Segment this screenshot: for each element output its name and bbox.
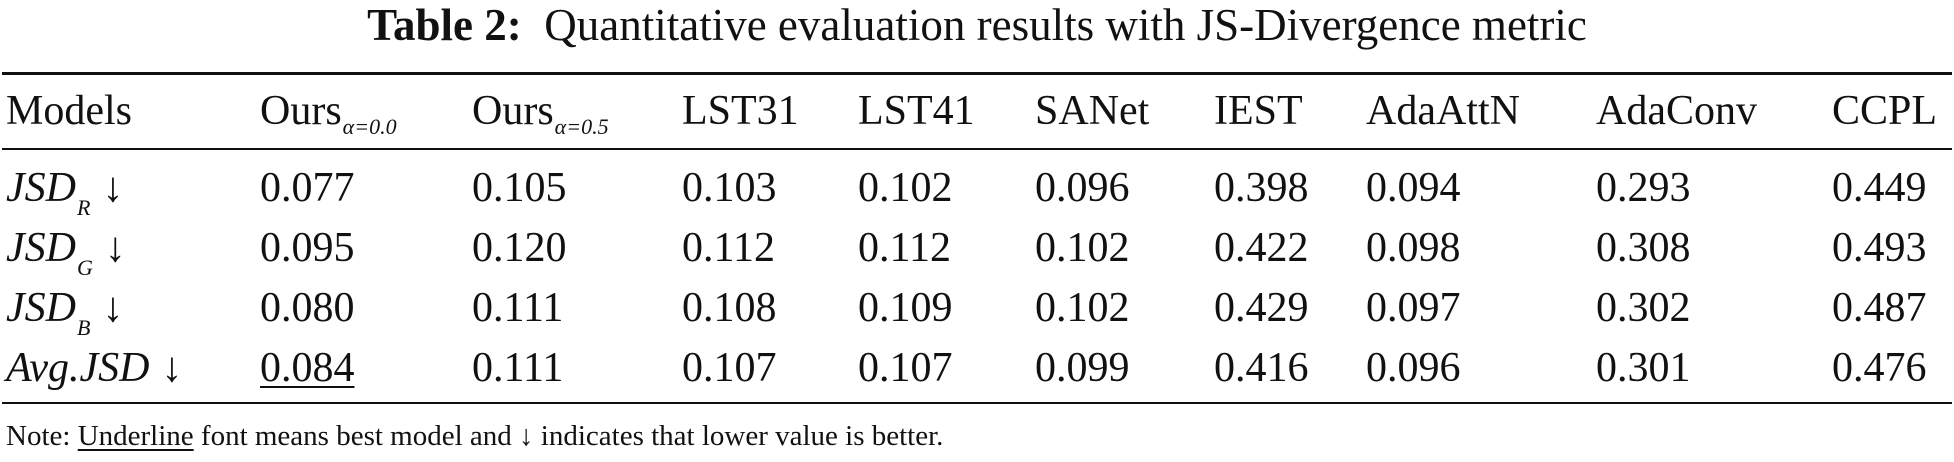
header-ours-alpha5-sub: α=0.5	[554, 114, 609, 139]
row-label-avg-jsd-base: Avg.JSD	[6, 345, 150, 391]
table-cell: 0.493	[1832, 225, 1927, 271]
table-cell: 0.308	[1596, 225, 1691, 271]
table-cell: 0.476	[1832, 345, 1927, 391]
table-cell: 0.108	[682, 285, 777, 331]
note-prefix: Note:	[6, 420, 78, 452]
header-ours-alpha0-base: Ours	[260, 88, 342, 134]
row-label-avg-jsd: Avg.JSD ↓	[6, 343, 182, 393]
row-label-jsd-r-sub: R	[76, 195, 91, 220]
header-ours-alpha0-sub: α=0.0	[342, 114, 397, 139]
table-cell: 0.105	[472, 165, 567, 211]
header-ours-alpha5-base: Ours	[472, 88, 554, 134]
table-cell: 0.429	[1214, 285, 1309, 331]
table-cell: 0.103	[682, 165, 777, 211]
table-cell: 0.112	[682, 225, 775, 271]
note-underlined: Underline	[77, 420, 194, 452]
table-cell: 0.080	[260, 285, 355, 331]
table-cell: 0.120	[472, 225, 567, 271]
best-value: 0.084	[260, 345, 355, 391]
table-cell: 0.109	[858, 285, 953, 331]
row-label-jsd-r-base: JSD	[6, 165, 76, 211]
row-label-jsd-b-sub: B	[76, 315, 91, 340]
table-cell: 0.094	[1366, 165, 1461, 211]
down-arrow-icon: ↓	[102, 165, 124, 211]
note-suffix: font means best model and ↓ indicates th…	[193, 420, 944, 452]
row-label-jsd-r: JSDR ↓	[6, 163, 124, 220]
table-cell: 0.398	[1214, 165, 1309, 211]
down-arrow-icon: ↓	[102, 285, 124, 331]
table-cell: 0.487	[1832, 285, 1927, 331]
header-models: Models	[6, 88, 132, 134]
table-cell: 0.112	[858, 225, 951, 271]
table-cell: 0.097	[1366, 285, 1461, 331]
table-note: Note: Underline font means best model an…	[6, 418, 943, 454]
table-caption: Table 2: Quantitative evaluation results…	[0, 0, 1954, 50]
table-header-rule	[2, 148, 1952, 150]
table-cell: 0.293	[1596, 165, 1691, 211]
table-cell: 0.416	[1214, 345, 1309, 391]
row-label-jsd-b-base: JSD	[6, 285, 76, 331]
table-cell: 0.102	[1035, 225, 1130, 271]
table-top-rule	[2, 72, 1952, 75]
header-sanet: SANet	[1035, 88, 1150, 134]
table-cell: 0.107	[858, 345, 953, 391]
caption-text: Quantitative evaluation results with JS-…	[544, 0, 1587, 50]
header-adaattn: AdaAttN	[1366, 88, 1520, 134]
header-iest: IEST	[1214, 88, 1303, 134]
table-cell: 0.102	[858, 165, 953, 211]
table-cell: 0.107	[682, 345, 777, 391]
caption-label: Table 2:	[367, 0, 522, 50]
down-arrow-icon: ↓	[161, 345, 183, 391]
table-cell-best: 0.084	[260, 343, 355, 393]
table-cell: 0.111	[472, 285, 564, 331]
header-ours-alpha5: Oursα=0.5	[472, 86, 609, 142]
table-bottom-rule	[2, 402, 1952, 404]
row-label-jsd-g-base: JSD	[6, 225, 76, 271]
table-cell: 0.449	[1832, 165, 1927, 211]
table-cell: 0.077	[260, 165, 355, 211]
row-label-jsd-g-sub: G	[76, 255, 93, 280]
table-cell: 0.098	[1366, 225, 1461, 271]
header-ours-alpha0: Oursα=0.0	[260, 86, 397, 142]
header-lst31: LST31	[682, 88, 799, 134]
header-ccpl: CCPL	[1832, 88, 1938, 134]
row-label-jsd-b: JSDB ↓	[6, 283, 124, 340]
table-cell: 0.301	[1596, 345, 1691, 391]
table-cell: 0.302	[1596, 285, 1691, 331]
header-adaconv: AdaConv	[1596, 88, 1757, 134]
table-cell: 0.096	[1366, 345, 1461, 391]
header-lst41: LST41	[858, 88, 975, 134]
table-cell: 0.096	[1035, 165, 1130, 211]
table-cell: 0.102	[1035, 285, 1130, 331]
table-cell: 0.099	[1035, 345, 1130, 391]
down-arrow-icon: ↓	[104, 225, 126, 271]
row-label-jsd-g: JSDG ↓	[6, 223, 126, 280]
table-cell: 0.111	[472, 345, 564, 391]
table-cell: 0.422	[1214, 225, 1309, 271]
table-cell: 0.095	[260, 225, 355, 271]
